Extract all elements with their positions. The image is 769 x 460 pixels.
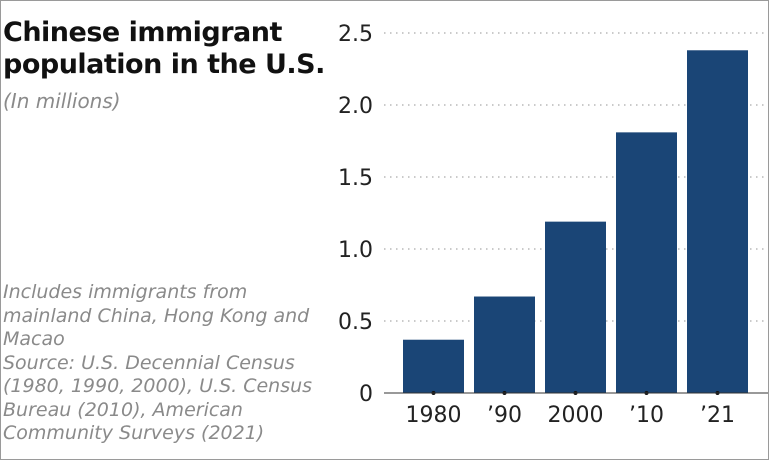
x-tick-label: ’90 — [487, 403, 522, 428]
chart-title: Chinese immigrant population in the U.S. — [3, 17, 325, 80]
y-tick-label: 1.0 — [338, 238, 373, 263]
source-text: Source: U.S. Decennial Census (1980, 199… — [3, 351, 313, 445]
bar-’10 — [616, 132, 677, 394]
bar-1980 — [403, 339, 464, 393]
chart-note: Includes immigrants from mainland China,… — [3, 281, 323, 446]
x-tick-label: 1980 — [406, 403, 462, 428]
chart-subtitle: (In millions) — [3, 89, 121, 113]
y-tick-label: 0.5 — [338, 310, 373, 335]
x-tick-label: 2000 — [548, 403, 604, 428]
bar-’90 — [474, 296, 535, 393]
y-tick-label: 0 — [359, 382, 373, 407]
x-tick-label: ’21 — [700, 403, 735, 428]
y-tick-label: 2.5 — [338, 22, 373, 47]
y-tick-label: 2.0 — [338, 94, 373, 119]
bar-’21 — [687, 50, 748, 393]
x-tick-label: ’10 — [629, 403, 664, 428]
y-tick-label: 1.5 — [338, 166, 373, 191]
note-text: Includes immigrants from mainland China,… — [3, 281, 310, 350]
bar-2000 — [545, 221, 606, 393]
